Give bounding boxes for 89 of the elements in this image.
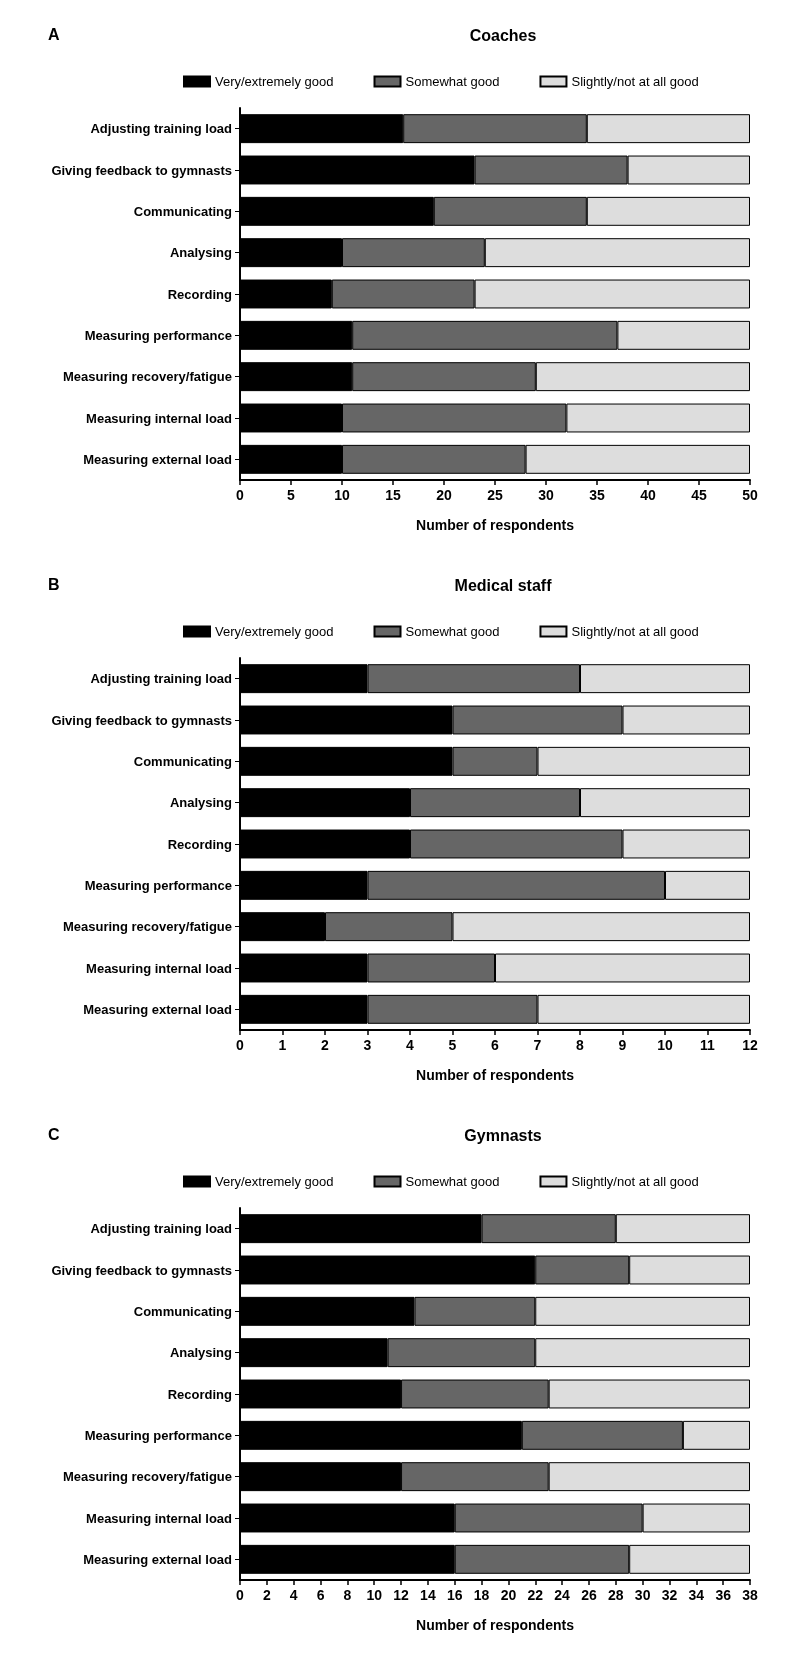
x-tick-label: 40 xyxy=(640,487,656,503)
x-tick-label: 14 xyxy=(420,1587,436,1603)
y-tick-label: Analysing xyxy=(169,1345,233,1361)
chart-title: Medical staff xyxy=(454,576,553,594)
x-tick-label: 10 xyxy=(366,1587,383,1603)
x-tick-label: 0 xyxy=(236,1587,245,1603)
legend-label: Slightly/not at all good xyxy=(571,1174,699,1189)
text: B xyxy=(48,575,60,593)
x-tick-label: 6 xyxy=(491,1037,500,1053)
x-tick-label: 8 xyxy=(576,1037,585,1053)
text: A xyxy=(48,25,60,43)
y-tick-label: Measuring performance xyxy=(84,327,232,343)
x-tick-label: 35 xyxy=(589,487,605,503)
x-tick-label: 8 xyxy=(343,1587,352,1603)
y-tick-label: Giving feedback to gymnasts xyxy=(51,1262,232,1278)
x-tick-label: 1 xyxy=(278,1037,287,1053)
x-tick-label: 20 xyxy=(500,1587,517,1603)
y-tick-label: Measuring external load xyxy=(83,451,233,467)
x-tick-label: 36 xyxy=(715,1587,732,1603)
x-axis-title: Number of respondents xyxy=(416,1067,575,1083)
y-tick-label: Recording xyxy=(167,836,233,852)
y-tick-label: Giving feedback to gymnasts xyxy=(51,162,232,178)
y-tick-label: Measuring recovery/fatigue xyxy=(62,1469,232,1485)
x-tick-label: 11 xyxy=(700,1037,716,1053)
legend-label: Slightly/not at all good xyxy=(571,624,699,639)
x-tick-label: 38 xyxy=(742,1587,758,1603)
y-tick-label: Measuring internal load xyxy=(86,960,233,976)
chart-title: Coaches xyxy=(469,26,537,44)
text: C xyxy=(48,1125,60,1143)
x-tick-label: 34 xyxy=(688,1587,705,1603)
y-tick-label: Measuring external load xyxy=(83,1001,233,1017)
x-tick-label: 20 xyxy=(436,487,452,503)
x-tick-label: 3 xyxy=(363,1037,372,1053)
x-tick-label: 7 xyxy=(533,1037,542,1053)
x-tick-label: 0 xyxy=(236,1037,245,1053)
y-tick-label: Adjusting training load xyxy=(90,121,233,137)
x-axis-title: Number of respondents xyxy=(416,517,575,533)
legend-label: Slightly/not at all good xyxy=(571,74,699,89)
x-tick-label: 2 xyxy=(262,1587,271,1603)
y-tick-label: Measuring recovery/fatigue xyxy=(62,369,232,385)
x-tick-label: 4 xyxy=(289,1587,298,1603)
x-tick-label: 10 xyxy=(334,487,350,503)
x-tick-label: 5 xyxy=(448,1037,457,1053)
x-tick-label: 4 xyxy=(406,1037,415,1053)
x-tick-label: 9 xyxy=(618,1037,627,1053)
y-tick-label: Measuring recovery/fatigue xyxy=(62,919,232,935)
x-tick-label: 0 xyxy=(236,487,245,503)
x-tick-label: 15 xyxy=(385,487,401,503)
y-tick-label: Measuring internal load xyxy=(86,1510,233,1526)
y-tick-label: Communicating xyxy=(133,203,233,219)
y-tick-label: Analysing xyxy=(169,245,233,261)
y-tick-label: Recording xyxy=(167,1386,233,1402)
x-tick-label: 2 xyxy=(321,1037,330,1053)
x-tick-label: 50 xyxy=(742,487,758,503)
y-tick-label: Adjusting training load xyxy=(90,671,233,687)
legend-label: Very/extremely good xyxy=(215,1174,334,1189)
x-tick-label: 22 xyxy=(527,1587,544,1603)
x-tick-label: 25 xyxy=(487,487,503,503)
y-tick-label: Recording xyxy=(167,286,233,302)
x-tick-label: 24 xyxy=(554,1587,571,1603)
x-tick-label: 6 xyxy=(316,1587,325,1603)
x-tick-label: 30 xyxy=(634,1587,651,1603)
x-tick-label: 18 xyxy=(473,1587,490,1603)
x-tick-label: 26 xyxy=(581,1587,597,1603)
chart-title: Gymnasts xyxy=(464,1126,542,1144)
x-tick-label: 30 xyxy=(538,487,554,503)
y-tick-label: Measuring internal load xyxy=(86,410,233,426)
y-tick-label: Communicating xyxy=(133,1303,233,1319)
x-tick-label: 10 xyxy=(657,1037,673,1053)
x-tick-label: 16 xyxy=(446,1587,463,1603)
x-tick-label: 5 xyxy=(287,487,296,503)
y-tick-label: Measuring performance xyxy=(84,877,232,893)
legend-label: Somewhat good xyxy=(405,74,500,89)
x-tick-label: 45 xyxy=(691,487,707,503)
legend-label: Somewhat good xyxy=(405,624,500,639)
legend-label: Very/extremely good xyxy=(215,74,334,89)
x-axis-title: Number of respondents xyxy=(416,1617,575,1633)
legend-label: Somewhat good xyxy=(405,1174,500,1189)
y-tick-label: Communicating xyxy=(133,753,233,769)
y-tick-label: Adjusting training load xyxy=(90,1221,233,1237)
x-tick-label: 28 xyxy=(608,1587,624,1603)
y-tick-label: Measuring external load xyxy=(83,1551,233,1567)
legend-label: Very/extremely good xyxy=(215,624,334,639)
x-tick-label: 12 xyxy=(393,1587,410,1603)
y-tick-label: Giving feedback to gymnasts xyxy=(51,712,232,728)
x-tick-label: 32 xyxy=(661,1587,678,1603)
x-tick-label: 12 xyxy=(742,1037,758,1053)
y-tick-label: Measuring performance xyxy=(84,1427,232,1443)
y-tick-label: Analysing xyxy=(169,795,233,811)
